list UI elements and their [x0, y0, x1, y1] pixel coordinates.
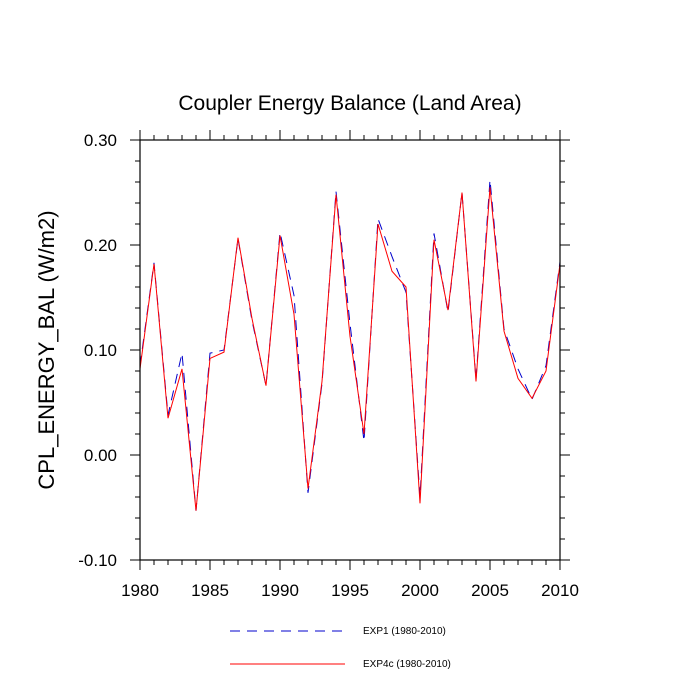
x-tick-label: 1985	[191, 581, 229, 600]
x-tick-labels: 1980 1985 1990 1995 2000 2005 2010	[121, 581, 579, 600]
x-tick-label: 2000	[401, 581, 439, 600]
plot-frame	[139, 139, 561, 561]
y-tick-labels: -0.10 0.00 0.10 0.20 0.30	[78, 131, 117, 570]
y-tick-label: 0.10	[84, 341, 117, 360]
data-series	[139, 179, 561, 511]
x-tick-label: 2010	[541, 581, 579, 600]
y-tick-label: 0.20	[84, 236, 117, 255]
series-line-exp1	[139, 179, 561, 511]
legend-label-exp1: EXP1 (1980-2010)	[363, 626, 446, 637]
y-axis-label: CPL_ENERGY_BAL (W/m2)	[34, 210, 59, 489]
legend-label-exp4c: EXP4c (1980-2010)	[363, 659, 451, 670]
x-tick-label: 1980	[121, 581, 159, 600]
series-line-exp4c	[139, 187, 561, 511]
x-tick-label: 2005	[471, 581, 509, 600]
y-tick-label: 0.30	[84, 131, 117, 150]
y-tick-label: -0.10	[78, 551, 117, 570]
y-tick-label: 0.00	[84, 446, 117, 465]
axis-ticks	[130, 130, 570, 570]
x-tick-label: 1990	[261, 581, 299, 600]
chart-title: Coupler Energy Balance (Land Area)	[178, 92, 521, 115]
x-tick-label: 1995	[331, 581, 369, 600]
legend: EXP1 (1980-2010) EXP4c (1980-2010)	[230, 626, 451, 670]
